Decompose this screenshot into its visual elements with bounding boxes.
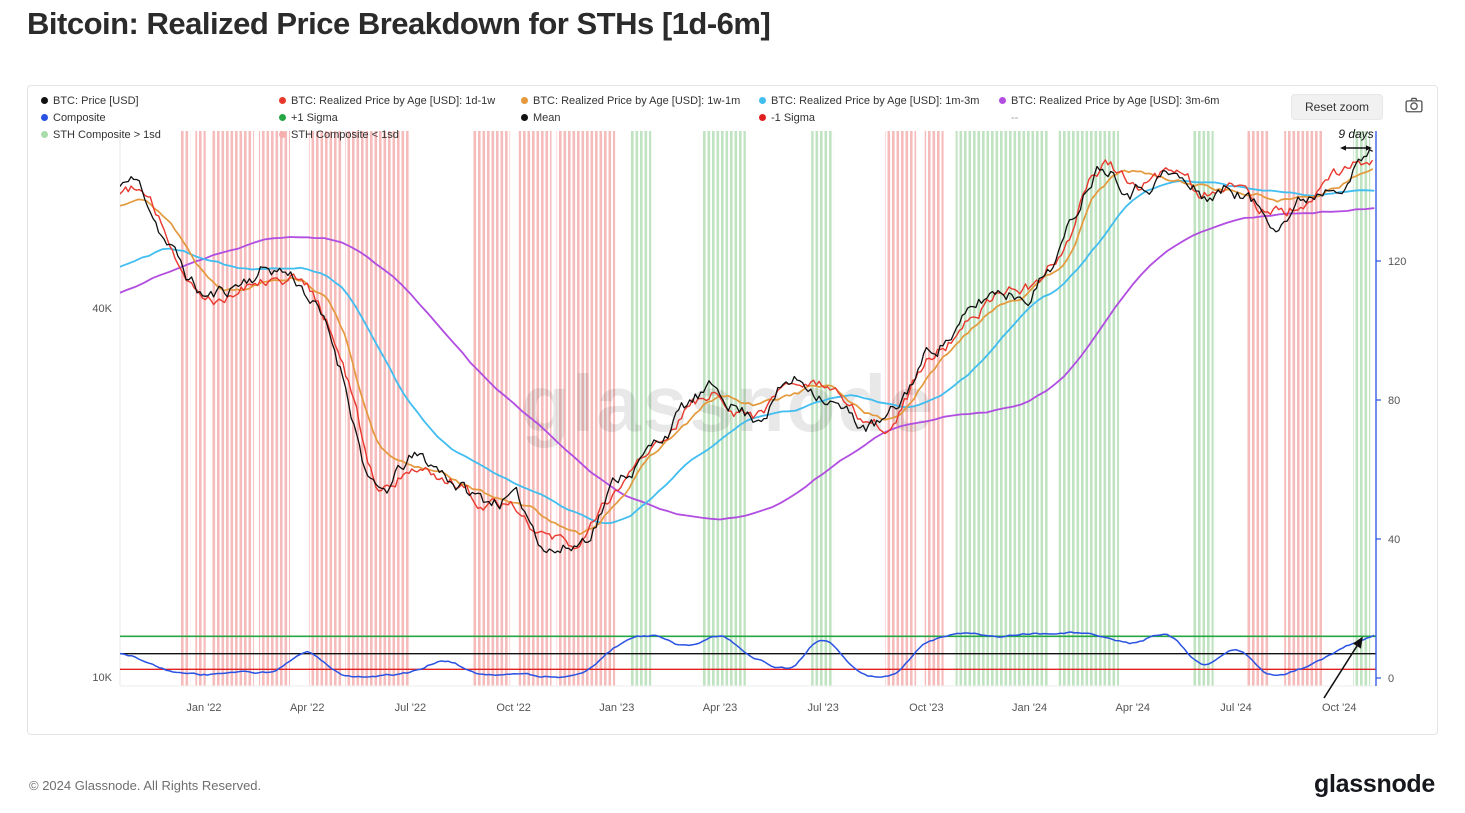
legend-marker-icon [41,114,48,121]
legend-marker-icon [521,97,528,104]
x-axis-tick-label: Jul '24 [1220,702,1251,714]
page-title: Bitcoin: Realized Price Breakdown for ST… [27,6,771,41]
band-pink [308,131,342,686]
legend-label: BTC: Realized Price by Age [USD]: 1m-3m [771,95,980,107]
legend-label: BTC: Realized Price by Age [USD]: 1d-1w [291,95,496,107]
legend-label: BTC: Price [USD] [53,95,139,107]
legend-marker-icon [279,131,286,138]
band-pink [556,131,616,686]
legend-label: -- [1011,112,1019,124]
legend-label: -1 Sigma [771,112,816,124]
x-axis-tick-label: Jan '22 [186,702,221,714]
band-pink [259,131,290,686]
series-line [120,159,1373,550]
legend-marker-icon [41,97,48,104]
band-pink [924,131,944,686]
trend-arrow [1323,636,1363,699]
series-line [120,631,1375,679]
band-pink [210,131,254,686]
y-axis-right-tick-label: 120 [1388,256,1406,268]
legend-marker-icon [279,114,286,121]
legend-label: BTC: Realized Price by Age [USD]: 1w-1m [533,95,741,107]
y-axis-left-tick-label: 40K [92,303,112,315]
band-green [630,131,652,686]
legend-marker-icon [759,114,766,121]
legend-row: BTC: Price [USD] BTC: Realized Price by A… [41,95,1219,108]
legend-item[interactable]: -- [999,112,1209,124]
x-axis-tick-label: Jan '23 [599,702,634,714]
series-line [120,207,1375,521]
legend-marker-icon [759,97,766,104]
x-axis-tick-label: Apr '22 [290,702,325,714]
x-axis-tick-label: Jul '23 [807,702,838,714]
band-green [1353,131,1371,686]
export-chart-button[interactable] [1403,95,1425,118]
band-pink [1284,131,1322,686]
legend-item[interactable]: STH Composite < 1sd [279,129,521,141]
camera-icon [1405,97,1423,113]
band-pink [195,131,206,686]
legend-item[interactable]: BTC: Realized Price by Age [USD]: 3m-6m [999,95,1219,107]
legend-label: STH Composite > 1sd [53,129,161,141]
legend-row: Composite +1 Sigma Mean -1 Sigma -- [41,112,1209,125]
band-pink [472,131,511,686]
y-axis-right-tick-label: 0 [1388,673,1394,685]
chart-card: glassnode 40K 10K 120 80 40 0 Jan '22 Apr '22 Jul… [27,85,1438,735]
legend-item[interactable]: -1 Sigma [759,112,999,124]
y-axis-left-tick-label: 10K [92,672,112,684]
legend-item[interactable]: Composite [41,112,279,124]
price-chart-plot-area[interactable]: glassnode 40K 10K 120 80 40 0 Jan '22 Apr '22 Jul… [28,86,1437,734]
chart-legend: BTC: Price [USD] BTC: Realized Price by A… [41,95,1219,146]
band-pink [345,131,411,686]
legend-item[interactable]: BTC: Realized Price by Age [USD]: 1w-1m [521,95,759,107]
band-green [811,131,834,686]
y-axis-right-tick-label: 40 [1388,534,1400,546]
legend-label: Composite [53,112,106,124]
x-axis-tick-label: Oct '23 [909,702,944,714]
legend-label: BTC: Realized Price by Age [USD]: 3m-6m [1011,95,1220,107]
reset-zoom-button[interactable]: Reset zoom [1290,94,1383,120]
legend-item[interactable]: +1 Sigma [279,112,521,124]
series-line [120,179,1375,525]
band-pink [179,131,191,686]
band-green [701,131,746,686]
legend-item[interactable]: BTC: Realized Price by Age [USD]: 1m-3m [759,95,999,107]
x-axis-tick-label: Apr '24 [1116,702,1151,714]
legend-item[interactable]: BTC: Realized Price by Age [USD]: 1d-1w [279,95,521,107]
band-pink [1246,131,1269,686]
legend-label: Mean [533,112,561,124]
legend-label: +1 Sigma [291,112,338,124]
legend-marker-icon [521,114,528,121]
y-axis-right-tick-label: 80 [1388,395,1400,407]
band-green [1058,131,1119,686]
x-axis-tick-label: Apr '23 [703,702,738,714]
range-annotation-label: 9 days [1338,127,1373,141]
legend-label: STH Composite < 1sd [291,129,399,141]
x-axis-tick-label: Jan '24 [1012,702,1047,714]
x-axis-tick-label: Oct '24 [1322,702,1357,714]
series-line [120,149,1373,554]
x-axis-tick-label: Jul '22 [395,702,426,714]
band-green [1193,131,1214,686]
legend-item[interactable]: STH Composite > 1sd [41,129,279,141]
watermark: glassnode [521,359,935,448]
legend-marker-icon [999,97,1006,104]
band-pink [518,131,552,686]
x-axis-tick-label: Oct '22 [496,702,531,714]
footer-copyright: © 2024 Glassnode. All Rights Reserved. [29,778,262,793]
legend-item[interactable]: BTC: Price [USD] [41,95,279,107]
glassnode-logo: glassnode [1314,770,1435,798]
legend-marker-icon [279,97,286,104]
legend-item[interactable]: Mean [521,112,759,124]
legend-marker-icon [41,131,48,138]
legend-row: STH Composite > 1sd STH Composite < 1sd [41,129,1209,142]
